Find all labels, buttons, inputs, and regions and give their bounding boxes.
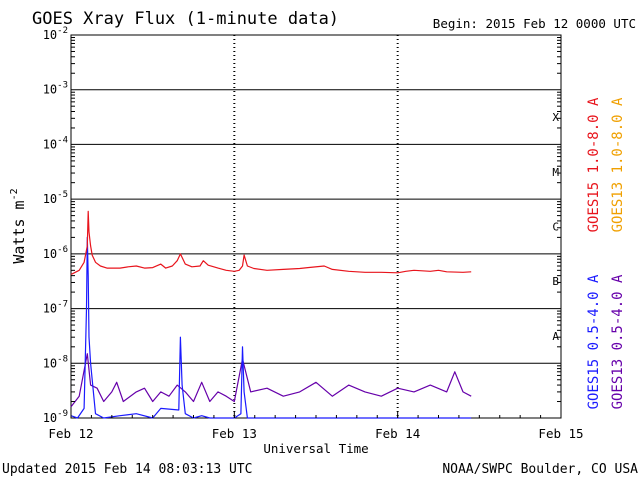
- y-axis-label-superscript: -2: [9, 188, 20, 200]
- flare-class-label: X: [552, 111, 559, 124]
- flare-class-label: C: [552, 221, 559, 234]
- y-tick-label: 10-2: [43, 26, 68, 42]
- y-tick-label: 10-3: [43, 81, 68, 97]
- grid-layer: [71, 35, 561, 418]
- begin-label: Begin: 2015 Feb 12 0000 UTC: [433, 16, 636, 31]
- y-tick-label: 10-8: [43, 354, 68, 370]
- x-tick-label: Feb 15: [538, 426, 583, 441]
- updated-timestamp: Updated 2015 Feb 14 08:03:13 UTC: [2, 462, 252, 477]
- x-tick-label: Feb 12: [48, 426, 93, 441]
- flare-class-label: M: [552, 166, 559, 179]
- y-tick-label: 10-7: [43, 300, 68, 316]
- legend-goes13-long: GOES13 1.0-8.0 A: [610, 97, 626, 232]
- legend-goes15-long: GOES15 1.0-8.0 A: [586, 97, 602, 232]
- x-tick-label: Feb 13: [212, 426, 257, 441]
- chart-title: GOES Xray Flux (1-minute data): [32, 9, 339, 29]
- legend-goes15-short: GOES15 0.5-4.0 A: [586, 274, 602, 409]
- legend-goes13-short: GOES13 0.5-4.0 A: [610, 274, 626, 409]
- series-line: [70, 210, 472, 276]
- series-layer: [70, 210, 472, 419]
- source-credit: NOAA/SWPC Boulder, CO USA: [442, 462, 638, 477]
- x-tick-label: Feb 14: [375, 426, 420, 441]
- y-tick-label: 10-5: [43, 190, 68, 206]
- y-tick-label: 10-9: [43, 409, 68, 425]
- plot-frame: [70, 34, 562, 419]
- flare-class-label: B: [552, 275, 559, 288]
- y-tick-label: 10-6: [43, 245, 68, 261]
- series-line: [70, 353, 472, 408]
- y-tick-label: 10-4: [43, 135, 68, 151]
- y-axis-label: Watts m-2: [9, 188, 28, 263]
- flare-class-label: A: [552, 330, 559, 343]
- x-axis-label: Universal Time: [263, 441, 368, 456]
- series-line: [70, 236, 472, 419]
